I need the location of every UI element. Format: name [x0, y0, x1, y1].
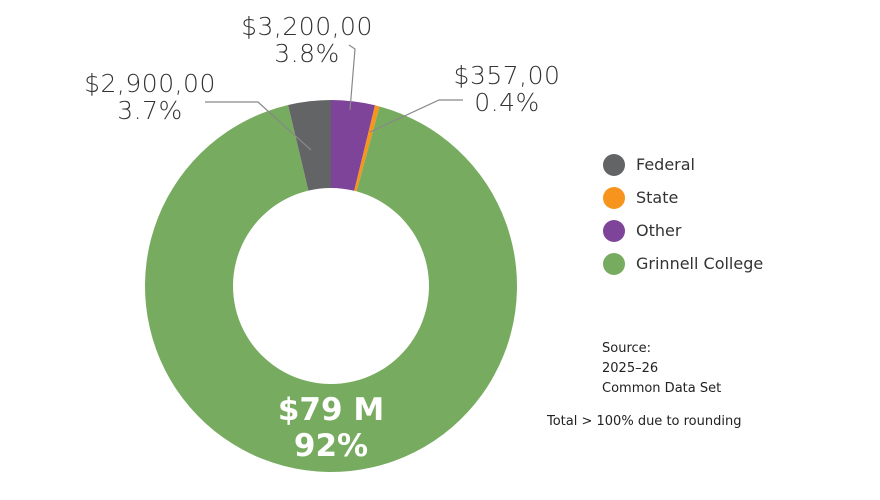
legend-label: Grinnell College — [636, 254, 764, 273]
label-state: $357,00 0.4% — [447, 62, 567, 116]
leader-line-state — [369, 99, 463, 133]
rounding-note: Total > 100% due to rounding — [547, 414, 742, 429]
label-other-amount: $3,200,00 — [241, 12, 373, 41]
legend-swatch-grinnell — [603, 252, 625, 275]
slice-federal — [288, 100, 331, 191]
legend-label: Other — [636, 221, 682, 240]
source-line: Common Data Set — [602, 381, 722, 396]
label-federal-amount: $2,900,00 — [84, 69, 216, 98]
legend-item-other: Other — [603, 214, 763, 247]
legend-swatch-other — [603, 219, 625, 242]
slice-other — [331, 100, 376, 191]
legend-item-grinnell: Grinnell College — [603, 247, 763, 280]
source-line: Source: — [602, 341, 652, 356]
legend: Federal State Other Grinnell College — [603, 148, 763, 280]
leader-line-other — [348, 44, 356, 111]
legend-item-federal: Federal — [603, 148, 763, 181]
slice-state — [354, 105, 380, 192]
slice-grinnell-college — [145, 105, 517, 472]
label-federal-pct: 3.7% — [117, 96, 183, 125]
label-state-amount: $357,00 — [453, 61, 561, 90]
legend-swatch-state — [603, 186, 625, 209]
label-grinnell-amount: $79 M — [277, 392, 385, 428]
label-state-pct: 0.4% — [474, 88, 540, 117]
legend-label: State — [636, 188, 679, 207]
label-grinnell-pct: 92% — [293, 428, 369, 464]
leader-line-federal — [205, 101, 312, 151]
label-federal: $2,900,00 3.7% — [80, 70, 220, 124]
legend-label: Federal — [636, 155, 695, 174]
legend-swatch-federal — [603, 153, 625, 176]
source-line: 2025–26 — [602, 361, 659, 376]
legend-item-state: State — [603, 181, 763, 214]
label-other-pct: 3.8% — [274, 39, 340, 68]
label-other: $3,200,00 3.8% — [237, 13, 377, 67]
label-grinnell: $79 M 92% — [261, 392, 401, 464]
source-note: Source: 2025–26 Common Data Set — [602, 339, 721, 399]
